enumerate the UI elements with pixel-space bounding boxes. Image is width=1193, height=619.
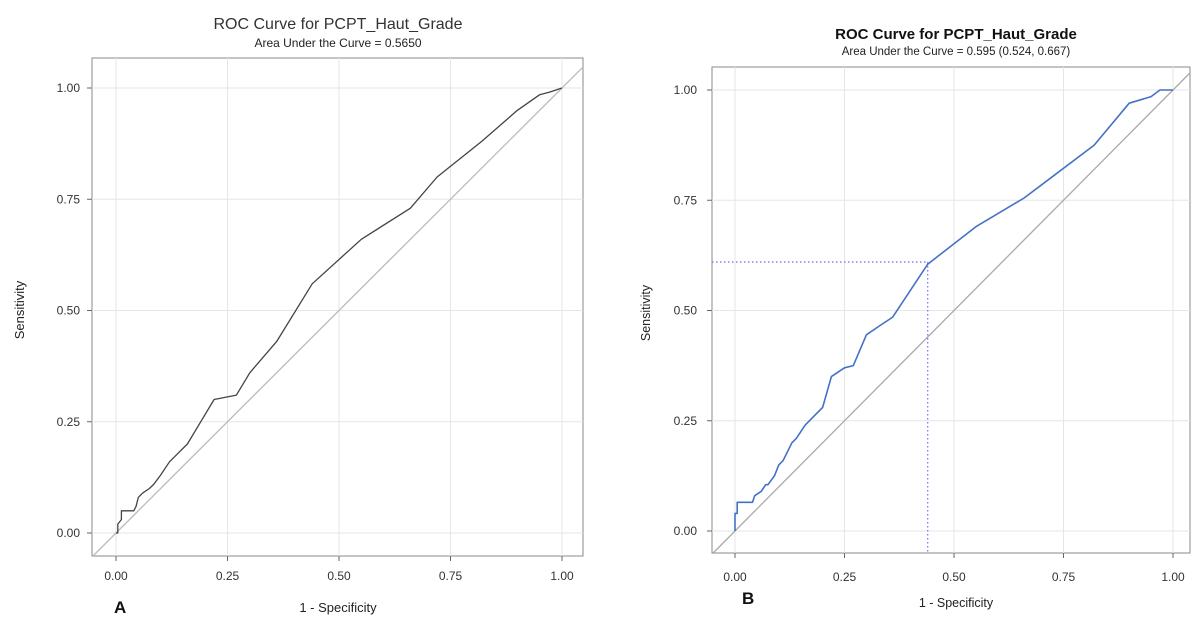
chart-b-xtick-label: 0.75 [1052, 570, 1076, 584]
chart-a-title: ROC Curve for PCPT_Haut_Grade [214, 16, 463, 33]
chart-b-xtick-label: 0.50 [942, 570, 966, 584]
chart-a-roc-curve [116, 87, 563, 534]
chart-a-y-ticks: 0.00 0.25 0.50 0.75 1.00 [57, 81, 92, 540]
chart-b-x-ticks: 0.00 0.25 0.50 0.75 1.00 [723, 553, 1185, 584]
chart-a-xtick-label: 0.25 [216, 569, 240, 583]
chart-a-ytick-label: 0.75 [57, 192, 81, 206]
chart-b-ylabel: Sensitivity [639, 284, 653, 341]
chart-b-ytick-label: 0.50 [674, 304, 698, 318]
chart-b-panel-label: B [742, 589, 754, 608]
chart-a-reference-layer [92, 66, 584, 557]
chart-b-curve-layer [734, 89, 1173, 531]
chart-a-ylabel: Sensitivity [12, 280, 27, 339]
chart-b-reference-layer [712, 72, 1191, 554]
chart-a-subtitle: Area Under the Curve = 0.5650 [254, 36, 421, 50]
chart-a-xtick-label: 1.00 [550, 569, 574, 583]
chart-a-ytick-label: 0.25 [57, 415, 81, 429]
chart-a: ROC Curve for PCPT_Haut_Grade Area Under… [12, 16, 584, 617]
chart-a-ytick-label: 0.00 [57, 526, 81, 540]
chart-b-xlabel: 1 - Specificity [919, 596, 994, 610]
chart-b-cutoff-layer [712, 261, 929, 553]
chart-b-ytick-label: 0.25 [674, 414, 698, 428]
chart-b-xtick-label: 0.25 [833, 570, 857, 584]
chart-b-xtick-label: 0.00 [723, 570, 747, 584]
chart-b-ytick-label: 1.00 [674, 83, 698, 97]
chart-a-curve-layer [116, 87, 563, 534]
chart-a-ytick-label: 0.50 [57, 304, 81, 318]
chart-b: ROC Curve for PCPT_Haut_Grade Area Under… [639, 26, 1191, 610]
chart-b-ytick-label: 0.75 [674, 193, 698, 207]
chart-b-subtitle: Area Under the Curve = 0.595 (0.524, 0.6… [842, 46, 1071, 58]
chart-b-xtick-label: 1.00 [1161, 570, 1185, 584]
chart-b-y-ticks: 0.00 0.25 0.50 0.75 1.00 [674, 83, 712, 538]
chart-b-roc-curve [734, 89, 1173, 531]
chart-b-reference-line [712, 72, 1191, 554]
chart-a-panel-label: A [114, 598, 126, 617]
chart-a-xtick-label: 0.00 [104, 569, 128, 583]
chart-a-x-ticks: 0.00 0.25 0.50 0.75 1.00 [104, 556, 574, 583]
chart-a-plot-frame [91, 57, 584, 557]
chart-a-xtick-label: 0.50 [327, 569, 351, 583]
chart-a-ytick-label: 1.00 [57, 81, 81, 95]
chart-b-grid [712, 67, 1190, 553]
chart-a-xlabel: 1 - Specificity [299, 600, 377, 615]
chart-a-grid [92, 58, 583, 556]
chart-a-reference-line [92, 66, 584, 557]
chart-b-ytick-label: 0.00 [674, 524, 698, 538]
chart-b-title: ROC Curve for PCPT_Haut_Grade [835, 26, 1077, 43]
chart-a-xtick-label: 0.75 [439, 569, 463, 583]
